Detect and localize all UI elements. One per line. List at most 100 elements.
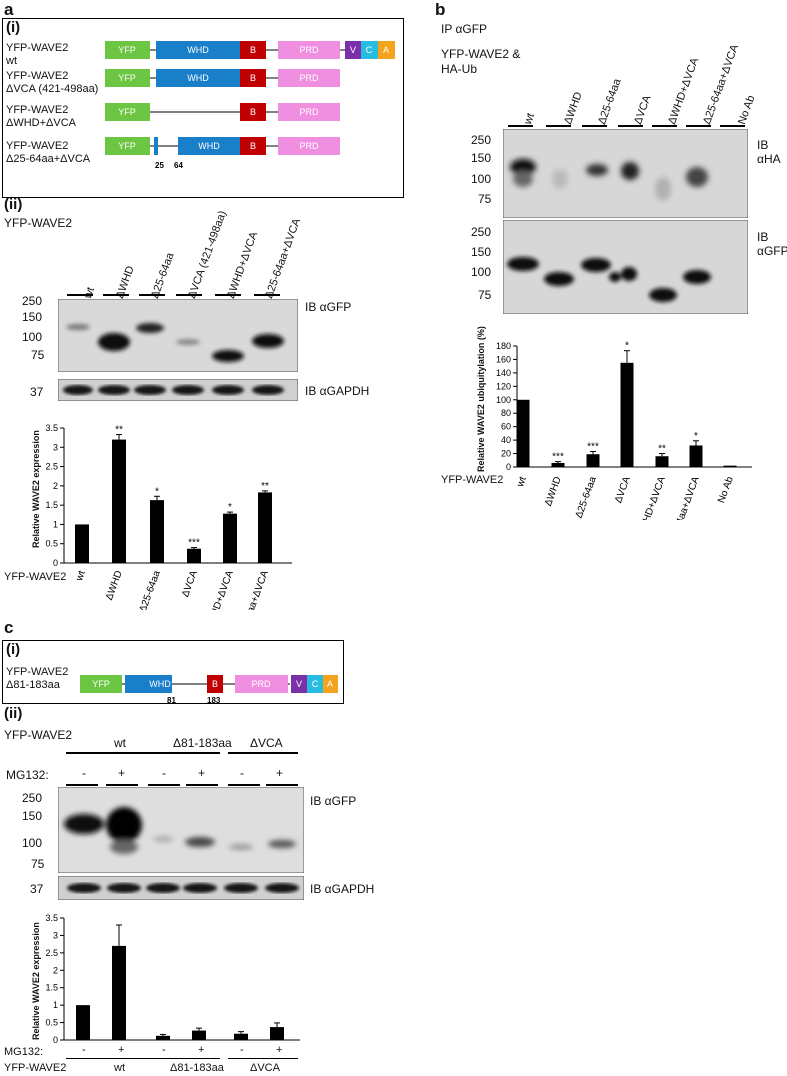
mg-state: + xyxy=(276,766,284,780)
svg-text:B: B xyxy=(212,679,218,689)
chart-c-group-d81: Δ81-183aa xyxy=(170,1062,224,1074)
y-tick-label: 3 xyxy=(53,930,58,940)
chart-b-xprefix: YFP-WAVE2 xyxy=(441,474,504,486)
pos-25: 25 xyxy=(155,161,164,170)
bar xyxy=(551,462,565,467)
chart-c-mg-state: + xyxy=(276,1044,283,1056)
mw-150: 150 xyxy=(22,310,43,324)
bar xyxy=(112,945,126,1040)
chart-c-mg-state: + xyxy=(198,1044,205,1056)
construct-diagrams-a: YFP WHD B PRD V C A YFP WHD B PRD YFP B … xyxy=(105,41,395,170)
y-tick-label: 2.5 xyxy=(45,462,58,472)
significance-label: * xyxy=(228,502,232,513)
y-tick-label: 180 xyxy=(496,341,511,351)
mw-150: 150 xyxy=(471,151,492,165)
y-tick-label: 3 xyxy=(53,442,58,452)
mg-state: - xyxy=(162,766,166,780)
domain-whd xyxy=(156,41,240,59)
y-tick-label: 2.5 xyxy=(45,948,58,958)
bar xyxy=(76,1005,90,1040)
svg-text:WHD: WHD xyxy=(149,679,171,689)
bar xyxy=(655,456,669,467)
lane-label: ΔVCA (421-498aa) xyxy=(186,209,229,301)
svg-text:B: B xyxy=(250,107,256,117)
x-tick-label: ΔWHD xyxy=(104,569,125,601)
bar xyxy=(723,465,737,467)
y-tick-label: 40 xyxy=(501,435,511,445)
mw-100: 100 xyxy=(471,172,492,186)
mg-state: - xyxy=(240,766,244,780)
blot-a-gfp xyxy=(58,299,298,372)
ib-label-gapdh-c: IB αGAPDH xyxy=(310,882,375,896)
y-tick-label: 2 xyxy=(53,481,58,491)
panel-c-construct-box: (i) xyxy=(2,640,344,704)
y-tick-label: 1.5 xyxy=(45,983,58,993)
mw-75: 75 xyxy=(31,348,45,362)
mw-100: 100 xyxy=(22,836,43,850)
construct-label-dvca: YFP-WAVE2 ΔVCA (421-498aa) xyxy=(6,70,99,95)
bar xyxy=(150,500,164,563)
bar xyxy=(75,524,89,563)
svg-text:C: C xyxy=(312,679,319,689)
pos-64: 64 xyxy=(174,161,183,170)
construct-d81-183: YFP WHD B PRD V C A 81 183 xyxy=(80,675,338,705)
x-tick-label: wt xyxy=(74,569,88,583)
significance-label: ** xyxy=(261,481,269,492)
mw-100: 100 xyxy=(22,330,43,344)
mw-37: 37 xyxy=(30,882,44,896)
svg-text:PRD: PRD xyxy=(299,141,319,151)
significance-label: *** xyxy=(587,442,599,453)
construct-label-wt: YFP-WAVE2 wt xyxy=(6,42,69,67)
y-tick-label: 0 xyxy=(53,558,58,568)
y-tick-label: 140 xyxy=(496,368,511,378)
y-tick-label: 160 xyxy=(496,354,511,364)
bar xyxy=(620,362,634,467)
panel-c-sub-ii: (ii) xyxy=(4,705,23,722)
construct-label-dwhd-dvca: YFP-WAVE2 ΔWHD+ΔVCA xyxy=(6,104,77,129)
panel-c-sub-i: (i) xyxy=(6,641,21,658)
mw-250: 250 xyxy=(22,791,43,805)
svg-text:B: B xyxy=(250,141,256,151)
bar xyxy=(156,1035,170,1040)
mw-37: 37 xyxy=(30,385,44,399)
ib-label-gapdh-a: IB αGAPDH xyxy=(305,384,370,398)
svg-text:A: A xyxy=(327,679,333,689)
construct-dwhd-dvca: YFP B PRD xyxy=(105,103,340,121)
svg-text:WHD: WHD xyxy=(187,73,209,83)
group-dvca: ΔVCA xyxy=(250,736,283,750)
x-tick-label: Δ25-64aa xyxy=(138,569,163,610)
bar xyxy=(187,548,201,563)
chart-c-group-dvca: ΔVCA xyxy=(250,1062,280,1074)
construct-label-d25-64-dvca: YFP-WAVE2 Δ25-64aa+ΔVCA xyxy=(6,140,91,165)
construct-d25-64-dvca: YFP WHD B PRD xyxy=(105,137,340,155)
domain-yfp xyxy=(105,41,150,59)
mw-75: 75 xyxy=(478,288,492,302)
svg-text:WHD: WHD xyxy=(198,141,220,151)
svg-text:A: A xyxy=(383,45,389,55)
bar xyxy=(223,513,237,563)
significance-label: * xyxy=(694,431,698,442)
mw-250: 250 xyxy=(22,294,43,308)
x-tick-label: Δ25-64aa xyxy=(574,475,599,520)
blot-a-gapdh xyxy=(58,379,298,401)
svg-text:C: C xyxy=(366,45,373,55)
panel-a-sub-ii: (ii) xyxy=(4,196,23,213)
construct-dvca: YFP WHD B PRD xyxy=(105,69,340,87)
bar xyxy=(516,399,530,467)
domain-c xyxy=(361,41,378,59)
y-tick-label: 0.5 xyxy=(45,539,58,549)
svg-text:B: B xyxy=(250,73,256,83)
bar xyxy=(192,1030,206,1040)
group-d81-183: Δ81-183aa xyxy=(173,736,232,750)
y-tick-label: 1 xyxy=(53,1000,58,1010)
blot-b-ha xyxy=(503,129,748,218)
x-tick-label: ΔWHD+ΔVCA xyxy=(204,569,236,610)
x-tick-label: ΔWHD+ΔVCA xyxy=(636,475,668,520)
svg-text:B: B xyxy=(250,45,256,55)
y-tick-label: 3.5 xyxy=(45,423,58,433)
svg-text:YFP: YFP xyxy=(118,45,136,55)
mg132-label: MG132: xyxy=(6,768,49,782)
svg-text:YFP: YFP xyxy=(118,107,136,117)
lane-label: Δ25-64aa xyxy=(149,251,177,301)
panel-b-title2: YFP-WAVE2 & HA-Ub xyxy=(441,47,521,76)
